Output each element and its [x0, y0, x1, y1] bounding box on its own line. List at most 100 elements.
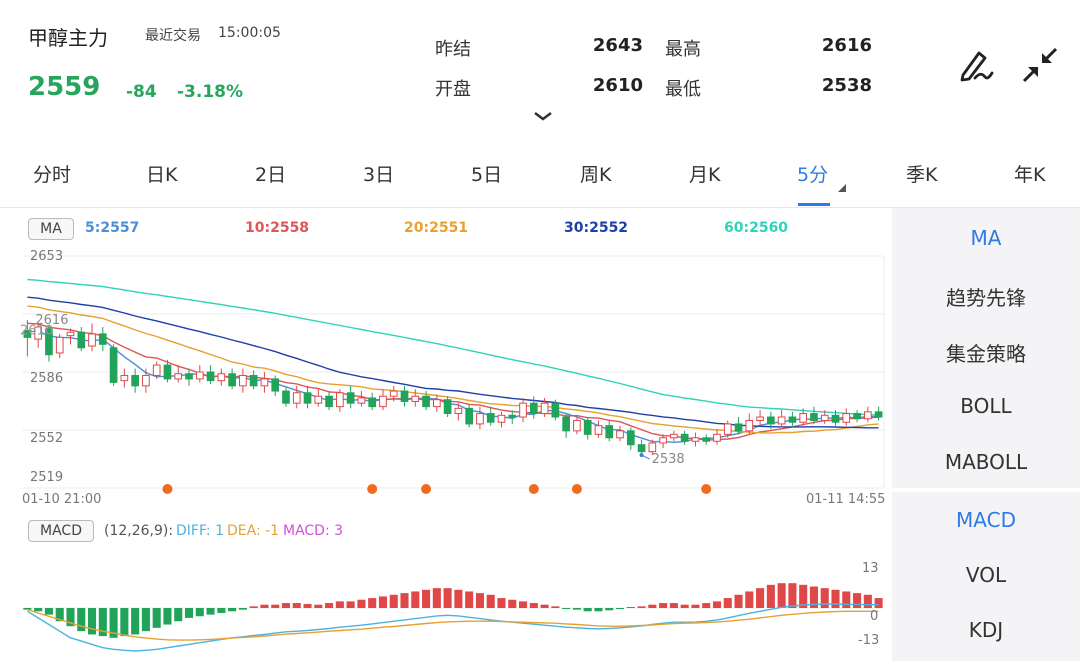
macd-bar: [131, 608, 140, 635]
macd-bar: [454, 589, 463, 608]
stat-value-prev-settle: 2643: [592, 35, 643, 56]
candle-body: [573, 419, 581, 432]
stat-label-prev-settle: 昨结: [435, 39, 471, 60]
signal-dot[interactable]: [701, 484, 712, 494]
macd-chart[interactable]: [0, 555, 890, 661]
tab-yearly[interactable]: 年K: [1014, 164, 1046, 186]
tab-3day[interactable]: 3日: [363, 164, 395, 186]
candle-body: [648, 442, 657, 453]
macd-bar: [842, 591, 851, 608]
tab-5min[interactable]: 5分: [797, 164, 829, 186]
main-indicator-badge[interactable]: MA: [28, 218, 74, 240]
side-item-kdj[interactable]: KDJ: [968, 618, 1004, 642]
signal-dot[interactable]: [571, 484, 582, 494]
candle: [185, 368, 193, 386]
macd-bar: [680, 604, 689, 608]
dropdown-triangle-icon[interactable]: [838, 184, 846, 192]
macd-bar: [756, 588, 765, 608]
side-item-trend-pioneer[interactable]: 趋势先锋: [946, 286, 1026, 310]
tab-timeshare[interactable]: 分时: [33, 164, 72, 186]
candle-body: [659, 437, 667, 444]
low-marker: [639, 453, 644, 458]
ma30-value: 30:2552: [564, 220, 629, 236]
draw-icon[interactable]: [955, 45, 995, 85]
macd-bar: [853, 593, 862, 608]
chevron-down-icon[interactable]: [533, 110, 553, 122]
candle-body: [400, 390, 409, 402]
candle: [626, 427, 635, 450]
tab-monthly[interactable]: 月K: [689, 164, 721, 186]
signal-dot[interactable]: [367, 484, 378, 494]
macd-bar: [66, 608, 75, 627]
macd-bar: [292, 603, 301, 608]
side-item-vol[interactable]: VOL: [965, 563, 1007, 587]
side-item-macd[interactable]: MACD: [956, 508, 1016, 532]
candle: [163, 359, 172, 383]
candle-body: [34, 326, 43, 340]
candle-body: [777, 416, 786, 425]
stat-label-high: 最高: [665, 39, 701, 60]
macd-y-tick-label: 13: [862, 561, 879, 576]
collapse-icon[interactable]: [1020, 45, 1060, 85]
macd-bar: [23, 608, 32, 610]
candle-body: [432, 399, 441, 408]
candle: [249, 370, 258, 390]
candle-body: [562, 416, 570, 432]
candle-body: [45, 328, 53, 356]
signal-dot[interactable]: [421, 484, 432, 494]
candle-body: [767, 416, 775, 425]
side-item-ma[interactable]: MA: [970, 226, 1002, 250]
macd-bar: [863, 594, 872, 608]
side-item-boll[interactable]: BOLL: [960, 394, 1012, 418]
macd-bar: [540, 604, 549, 608]
candle-body: [109, 347, 118, 383]
open-label: 2610: [20, 323, 53, 338]
candle-body: [325, 395, 333, 408]
candle-body: [583, 419, 592, 435]
macd-dea-value: DEA: -1: [227, 523, 280, 539]
stat-value-low: 2538: [821, 75, 872, 96]
macd-bar: [551, 606, 560, 608]
candle-body: [55, 336, 64, 354]
instrument-title: 甲醇主力: [28, 26, 108, 50]
ma60-value: 60:2560: [724, 220, 789, 236]
candle: [292, 385, 301, 409]
candle-body: [820, 414, 829, 421]
x-start-label: 01-10 21:00: [22, 492, 102, 507]
candle: [497, 411, 506, 428]
macd-bar: [508, 599, 517, 608]
candle-body: [120, 374, 129, 382]
candle: [454, 403, 463, 421]
low-label: 2538: [652, 452, 685, 467]
candle-body: [551, 402, 560, 418]
signal-dot[interactable]: [162, 484, 173, 494]
macd-bar: [238, 608, 247, 610]
candle-body: [411, 395, 420, 402]
tab-5day[interactable]: 5日: [471, 164, 503, 186]
tab-2day[interactable]: 2日: [255, 164, 287, 186]
x-end-label: 01-11 14:55: [806, 492, 886, 507]
high-label: 2616: [35, 313, 68, 328]
macd-bar: [605, 608, 614, 611]
side-item-fund-strategy[interactable]: 集金策略: [946, 342, 1026, 366]
macd-y-tick-label: 0: [870, 609, 879, 624]
side-item-maboll[interactable]: MABOLL: [944, 450, 1028, 474]
price-change-pct: -3.18%: [177, 82, 244, 102]
quote-header: 甲醇主力 最近交易 15:00:05 2559 -84 -3.18% 昨结 26…: [0, 0, 1080, 140]
candle-body: [260, 378, 269, 387]
candle-body: [23, 329, 32, 338]
candle: [767, 411, 775, 430]
candle: [616, 425, 624, 442]
sub-indicator-badge[interactable]: MACD: [28, 520, 94, 542]
candle-body: [637, 444, 646, 453]
candle: [98, 326, 107, 352]
tab-quarterly[interactable]: 季K: [906, 164, 938, 186]
tab-weekly[interactable]: 周K: [580, 164, 612, 186]
signal-dot[interactable]: [528, 484, 539, 494]
candle-body: [314, 395, 323, 404]
candle-body: [131, 374, 139, 387]
candle: [443, 396, 452, 418]
tab-daily[interactable]: 日K: [146, 164, 178, 186]
ma20-line: [27, 305, 879, 434]
